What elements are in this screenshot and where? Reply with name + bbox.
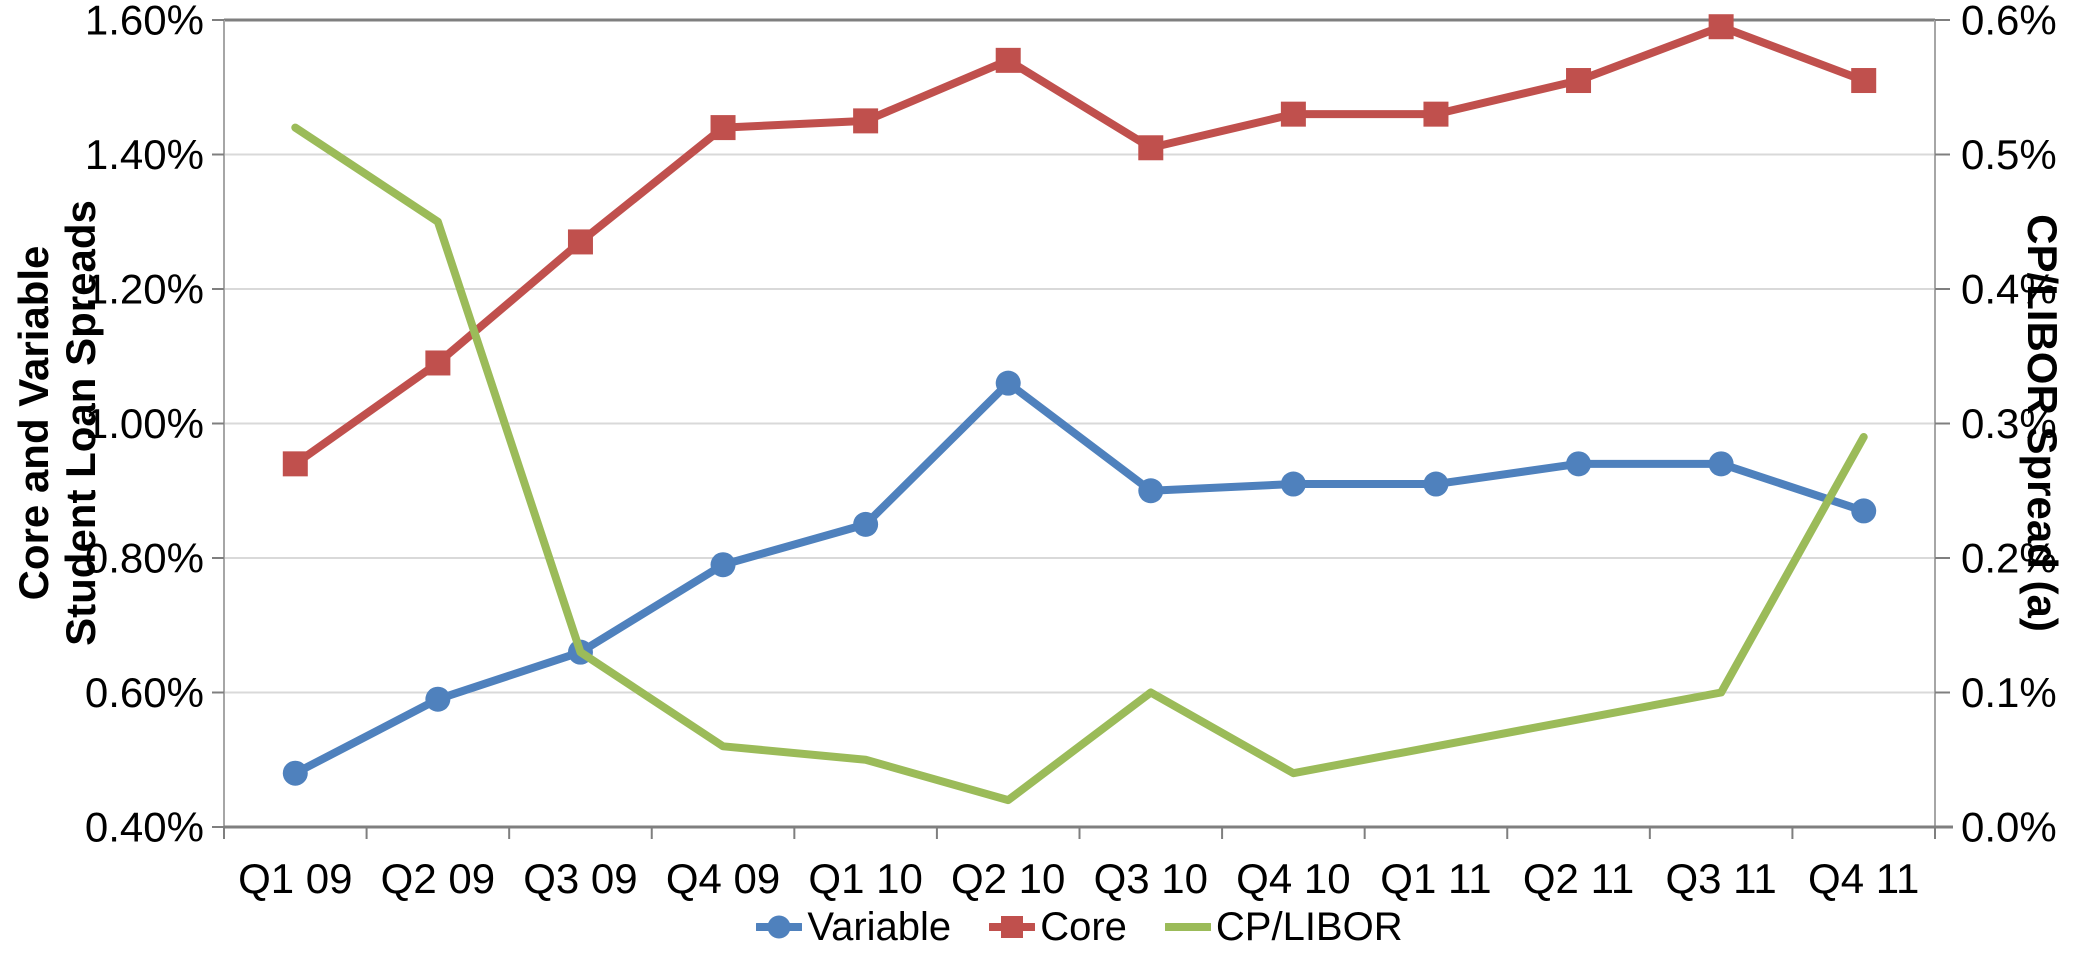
right-axis-tick-label: 0.6% [1961, 0, 2057, 44]
x-axis-label-q3-09: Q3 09 [523, 855, 637, 902]
x-axis-label-q3-11: Q3 11 [1665, 855, 1776, 902]
legend-swatch-core-icon [989, 916, 1036, 938]
data-point-core [995, 47, 1021, 73]
right-axis-tick-label: 0.1% [1961, 669, 2057, 716]
x-axis-label-q4-11: Q4 11 [1808, 855, 1919, 902]
x-axis-label-q2-09: Q2 09 [381, 855, 495, 902]
legend-label-variable: Variable [807, 904, 952, 949]
legend-swatch-cp-libor-icon [1164, 923, 1211, 931]
right-axis-tick-label: 0.3% [1961, 400, 2057, 447]
legend-marker-circle [767, 915, 791, 939]
left-axis-tick-label: 1.20% [85, 266, 204, 313]
left-axis-tick-label: 0.60% [85, 669, 204, 716]
x-axis-label-q4-10: Q4 10 [1236, 855, 1350, 902]
data-point-variable [425, 686, 451, 712]
data-point-core [853, 108, 879, 134]
data-point-core [1851, 68, 1877, 94]
legend-item-variable: Variable [756, 905, 951, 950]
data-point-variable [1423, 471, 1449, 497]
left-axis-tick-label: 1.00% [85, 400, 204, 447]
legend-swatch-variable-icon [756, 915, 803, 939]
data-point-variable [1708, 451, 1734, 477]
data-point-variable [710, 552, 736, 578]
data-point-core [1138, 135, 1164, 161]
left-axis-tick-label: 0.40% [85, 804, 204, 851]
left-axis-tick-label: 1.60% [85, 0, 204, 44]
right-axis-tick-label: 0.5% [1961, 131, 2057, 178]
data-point-variable [853, 511, 879, 537]
data-point-variable [995, 370, 1021, 396]
right-axis-tick-label: 0.4% [1961, 266, 2057, 313]
x-axis-label-q1-09: Q1 09 [238, 855, 352, 902]
data-point-variable [1851, 498, 1877, 524]
data-point-core [567, 229, 593, 255]
legend-item-cp-libor: CP/LIBOR [1164, 904, 1403, 950]
right-axis-tick-label: 0.2% [1961, 535, 2057, 582]
series-line-variable [291, 379, 1868, 778]
x-axis-label-q4-09: Q4 09 [666, 855, 780, 902]
data-point-variable [1280, 471, 1306, 497]
data-point-core [1566, 68, 1592, 94]
data-point-core [1423, 101, 1449, 127]
data-point-variable [282, 760, 308, 786]
data-point-core [1280, 101, 1306, 127]
legend-marker-square [1001, 916, 1024, 938]
data-point-core [282, 451, 308, 477]
legend: Variable Core CP/LIBOR [224, 901, 1935, 953]
data-point-core [1708, 14, 1734, 40]
series-line-core [291, 22, 1868, 468]
data-point-core [425, 350, 451, 376]
right-axis-tick-label: 0.0% [1961, 804, 2057, 851]
x-axis-label-q1-11: Q1 11 [1380, 855, 1491, 902]
x-axis-label-q1-10: Q1 10 [808, 855, 922, 902]
legend-label-core: Core [1040, 904, 1127, 949]
data-point-variable [1566, 451, 1592, 477]
data-point-variable [1138, 478, 1164, 504]
series-line-cp-libor [291, 123, 1868, 805]
x-axis-label-q2-10: Q2 10 [951, 855, 1065, 902]
left-axis-tick-label: 1.40% [85, 131, 204, 178]
x-axis-label-q2-11: Q2 11 [1523, 855, 1634, 902]
legend-item-core: Core [989, 905, 1127, 950]
legend-label-cp-libor: CP/LIBOR [1215, 904, 1403, 949]
left-axis-tick-label: 0.80% [85, 535, 204, 582]
x-axis-label-q3-10: Q3 10 [1094, 855, 1208, 902]
data-point-core [710, 115, 736, 141]
